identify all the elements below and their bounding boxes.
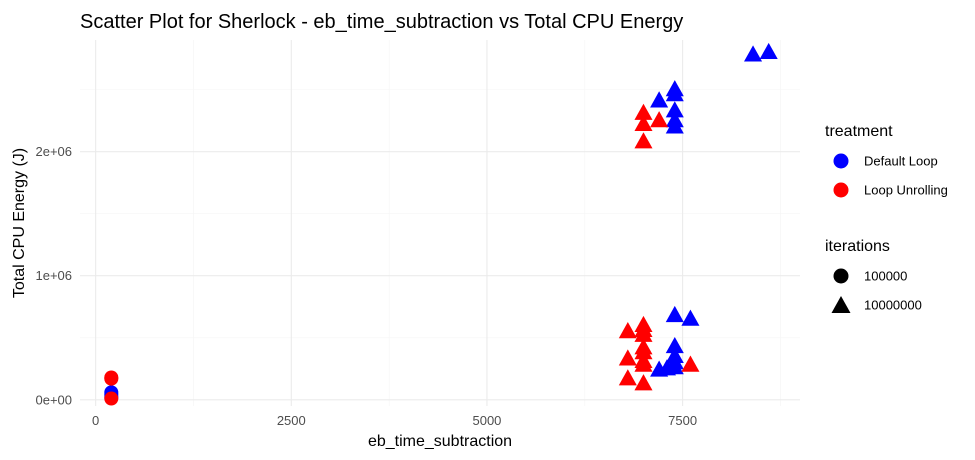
y-tick-label: 2e+06 [35, 144, 72, 159]
legend-title: iterations [825, 238, 890, 255]
chart-title: Scatter Plot for Sherlock - eb_time_subt… [80, 11, 683, 33]
data-point [634, 374, 653, 391]
data-point [650, 111, 669, 128]
x-axis-title: eb_time_subtraction [368, 433, 512, 450]
data-point [634, 343, 653, 360]
data-point [657, 359, 676, 376]
data-point [634, 114, 653, 132]
legend-key [833, 182, 849, 198]
data-point [665, 85, 684, 102]
x-tick-label: 5000 [472, 413, 501, 428]
data-points [104, 42, 778, 406]
data-point [618, 369, 637, 386]
data-point [618, 349, 637, 366]
data-point [634, 103, 653, 120]
y-axis-ticks: 0e+00 1e+06 2e+06 [35, 144, 72, 407]
data-point [634, 355, 653, 372]
legend-label: 10000000 [864, 298, 922, 313]
x-tick-label: 7500 [668, 413, 697, 428]
data-point [650, 91, 669, 108]
y-axis-title: Total CPU Energy (J) [11, 148, 28, 298]
legend-key [831, 296, 851, 313]
data-point [744, 45, 763, 62]
data-point [759, 42, 778, 60]
legend-label: Loop Unrolling [864, 183, 948, 198]
plot-grid [80, 40, 800, 406]
x-axis-ticks: 0 2500 5000 7500 [92, 413, 697, 428]
legend: treatment Default Loop Loop Unrolling itera… [825, 123, 948, 313]
x-tick-label: 0 [92, 413, 99, 428]
data-point [618, 322, 637, 339]
data-point [681, 355, 700, 372]
legend-label: 100000 [864, 269, 907, 284]
data-point [665, 117, 684, 134]
legend-key [833, 153, 849, 169]
legend-label: Default Loop [864, 154, 938, 169]
data-point [665, 101, 684, 118]
data-point [665, 336, 684, 354]
legend-key [833, 268, 849, 284]
y-tick-label: 1e+06 [35, 268, 72, 283]
data-point [634, 325, 653, 342]
y-tick-label: 0e+00 [35, 392, 72, 407]
data-point [104, 370, 119, 385]
legend-title: treatment [825, 123, 893, 140]
data-point [634, 132, 653, 149]
data-point [104, 391, 119, 406]
x-tick-label: 2500 [277, 413, 306, 428]
data-point [681, 309, 700, 326]
data-point [665, 305, 684, 323]
